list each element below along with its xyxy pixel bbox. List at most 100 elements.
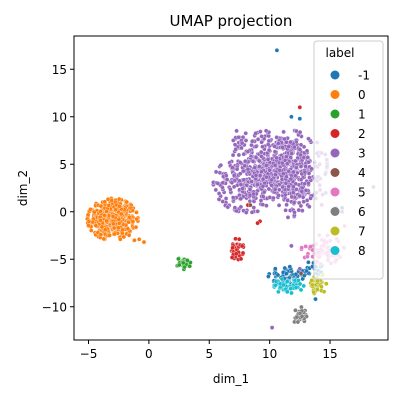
data-point [307, 204, 312, 209]
data-point [259, 139, 264, 145]
y-axis-label: dim_2 [16, 170, 30, 206]
x-tick-label: −5 [80, 347, 98, 361]
data-point [125, 226, 131, 232]
data-point [281, 129, 286, 135]
data-point [273, 278, 279, 284]
data-point [285, 161, 290, 166]
legend-marker [330, 168, 340, 177]
data-point [304, 148, 310, 154]
data-point [249, 142, 254, 148]
data-point [298, 287, 304, 293]
data-point [232, 142, 238, 147]
y-tick-label: 5 [59, 158, 67, 172]
data-point [116, 225, 121, 231]
data-point [86, 223, 91, 228]
data-point [282, 192, 288, 198]
data-point [287, 264, 293, 269]
data-point [249, 179, 254, 184]
data-point [292, 210, 297, 215]
legend-box [313, 40, 384, 280]
y-tick-label: 0 [59, 205, 67, 219]
data-point [238, 204, 244, 210]
data-point [255, 182, 260, 187]
data-point [264, 203, 269, 208]
data-point [107, 233, 112, 238]
data-point [231, 184, 237, 190]
data-point [315, 287, 320, 292]
data-point [109, 198, 114, 203]
legend: label -1 0 1 2 3 4 5 6 7 8 [313, 40, 384, 280]
data-point [133, 224, 139, 230]
data-point [245, 149, 251, 154]
data-point [176, 256, 181, 262]
y-tick-label: −5 [49, 253, 67, 267]
data-point [301, 199, 306, 204]
data-point [177, 262, 182, 268]
data-point [284, 271, 289, 276]
data-point [234, 128, 239, 134]
legend-label: 0 [358, 88, 366, 102]
legend-marker [330, 226, 340, 236]
data-point [253, 144, 259, 149]
data-point [272, 187, 278, 192]
data-point [299, 189, 305, 194]
data-point [248, 202, 253, 208]
data-point [267, 167, 272, 173]
data-point [297, 193, 302, 199]
data-point [295, 319, 301, 325]
data-point [239, 145, 244, 151]
data-point [130, 208, 135, 213]
data-point [264, 163, 269, 168]
data-point [92, 209, 97, 215]
data-point [86, 219, 92, 224]
data-point [215, 181, 221, 186]
data-point [286, 184, 291, 189]
data-point [280, 184, 285, 190]
data-point [306, 136, 311, 141]
data-point [187, 263, 192, 269]
data-point [279, 160, 285, 166]
data-point [285, 198, 290, 203]
data-point [285, 215, 291, 220]
data-point [225, 204, 231, 210]
data-point [98, 232, 104, 237]
data-point [306, 171, 312, 176]
data-point [134, 210, 139, 215]
data-point [111, 225, 117, 231]
data-point [299, 245, 304, 250]
data-point [229, 255, 235, 260]
data-point [283, 208, 288, 213]
data-point [282, 265, 288, 271]
data-point [213, 169, 219, 175]
data-point [259, 134, 264, 139]
data-point [273, 266, 278, 271]
data-point [302, 169, 308, 175]
x-axis-ticks: −5 0 5 10 15 [80, 340, 338, 361]
data-point [299, 304, 304, 310]
data-point [237, 178, 242, 184]
data-point [269, 177, 274, 183]
data-point [255, 137, 261, 142]
data-point [291, 200, 297, 205]
data-point [240, 250, 246, 256]
data-point [297, 129, 303, 135]
data-point [255, 209, 260, 214]
data-point [304, 268, 309, 274]
data-point [260, 194, 266, 199]
data-point [229, 180, 235, 185]
data-point [111, 221, 116, 227]
data-point [266, 133, 271, 139]
legend-marker [330, 129, 340, 138]
data-point [259, 169, 264, 175]
data-point [232, 205, 238, 210]
data-point [292, 173, 298, 178]
data-point [247, 198, 253, 204]
data-point [98, 203, 104, 209]
data-point [303, 244, 308, 249]
data-point [243, 131, 248, 136]
legend-label: 3 [358, 147, 366, 161]
data-point [284, 154, 289, 159]
data-point [294, 314, 300, 320]
data-point [126, 232, 132, 238]
data-point [238, 182, 244, 187]
